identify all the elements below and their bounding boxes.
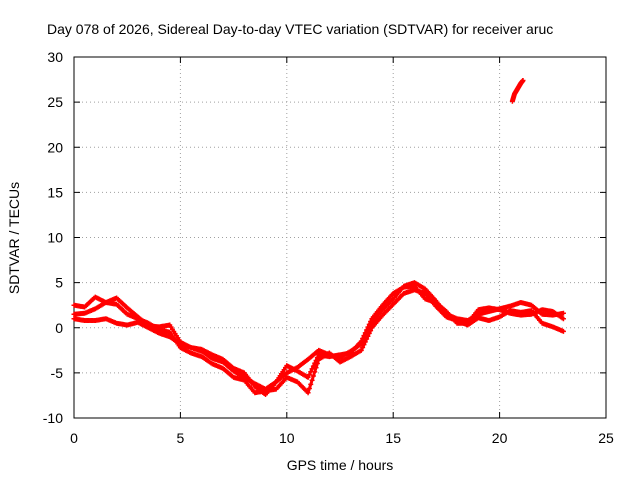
series-track-2 [71, 287, 566, 396]
series-track-4 [509, 77, 526, 104]
data-point [308, 369, 314, 375]
data-point [312, 360, 318, 366]
y-tick-label: -5 [51, 365, 64, 381]
data-point [310, 363, 316, 369]
data-point [360, 344, 366, 350]
data-point [365, 324, 371, 330]
series-line [73, 281, 564, 397]
y-tick-label: 20 [47, 139, 63, 155]
y-tick-label: 15 [47, 184, 63, 200]
x-tick-label: 5 [177, 430, 185, 446]
series-track-1 [71, 280, 566, 398]
data-point [560, 328, 566, 334]
series-line [73, 288, 565, 395]
data-markers [71, 77, 566, 398]
data-point [366, 321, 372, 327]
data-point [361, 333, 367, 339]
data-point [313, 357, 319, 363]
y-tick-label: 5 [55, 275, 63, 291]
axis-ticks: 0 5 10 15 20 25 -10 -5 0 5 10 15 20 25 30 [43, 49, 614, 446]
x-tick-label: 10 [279, 430, 295, 446]
data-point [362, 330, 368, 336]
data-point [560, 310, 566, 316]
y-tick-label: 30 [47, 49, 63, 65]
series-track-3 [71, 283, 566, 392]
data-point [309, 377, 315, 383]
y-tick-label: 10 [47, 230, 63, 246]
data-point [361, 342, 367, 348]
data-point [358, 338, 364, 344]
x-tick-label: 25 [598, 430, 614, 446]
data-point [306, 372, 312, 378]
data-point [520, 77, 526, 83]
data-point [314, 355, 320, 361]
y-tick-label: -10 [43, 410, 63, 426]
data-point [305, 374, 311, 380]
x-tick-label: 15 [385, 430, 401, 446]
y-axis-label: SDTVAR / TECUs [6, 182, 22, 294]
y-tick-label: 25 [47, 94, 63, 110]
series-line [73, 284, 565, 391]
data-point [360, 335, 366, 341]
data-point [309, 366, 315, 372]
data-point [560, 316, 566, 322]
x-axis-label: GPS time / hours [287, 457, 394, 473]
data-point [364, 327, 370, 333]
x-tick-label: 20 [492, 430, 508, 446]
data-point [313, 365, 319, 371]
data-point [308, 381, 314, 387]
data-point [368, 319, 374, 325]
data-point [306, 386, 312, 392]
data-point [305, 390, 311, 396]
y-tick-label: 0 [55, 320, 63, 336]
x-tick-label: 0 [70, 430, 78, 446]
data-point [358, 347, 364, 353]
chart-title: Day 078 of 2026, Sidereal Day-to-day VTE… [47, 21, 553, 37]
data-point [310, 373, 316, 379]
